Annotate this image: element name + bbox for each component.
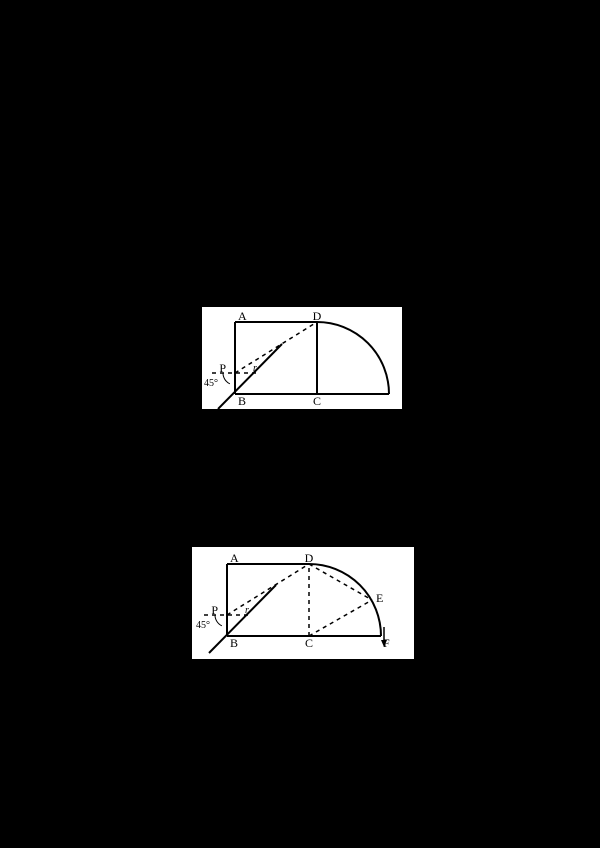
diagram-panel-bottom: 45°rABCDPEF [190, 545, 416, 661]
point-label-C: C [313, 394, 321, 408]
radius-label: r [253, 363, 257, 374]
point-label-B: B [238, 394, 246, 408]
point-label-P: P [219, 361, 226, 375]
angle-label: 45° [204, 378, 218, 389]
point-label-B: B [230, 636, 238, 650]
diagram-panel-top: 45° r A B C D P [200, 305, 404, 411]
geometry-diagram: 45° r A B C D P [202, 307, 402, 409]
point-label-E: E [376, 591, 383, 605]
point-label-D: D [305, 551, 314, 565]
point-label-A: A [230, 551, 239, 565]
angle-label: 45° [196, 620, 210, 631]
radius-label: r [245, 605, 249, 616]
geometry-diagram: 45°rABCDPEF [192, 547, 414, 659]
point-label-P: P [211, 603, 218, 617]
point-label-C: C [305, 636, 313, 650]
point-label-D: D [313, 309, 322, 323]
point-label-A: A [238, 309, 247, 323]
